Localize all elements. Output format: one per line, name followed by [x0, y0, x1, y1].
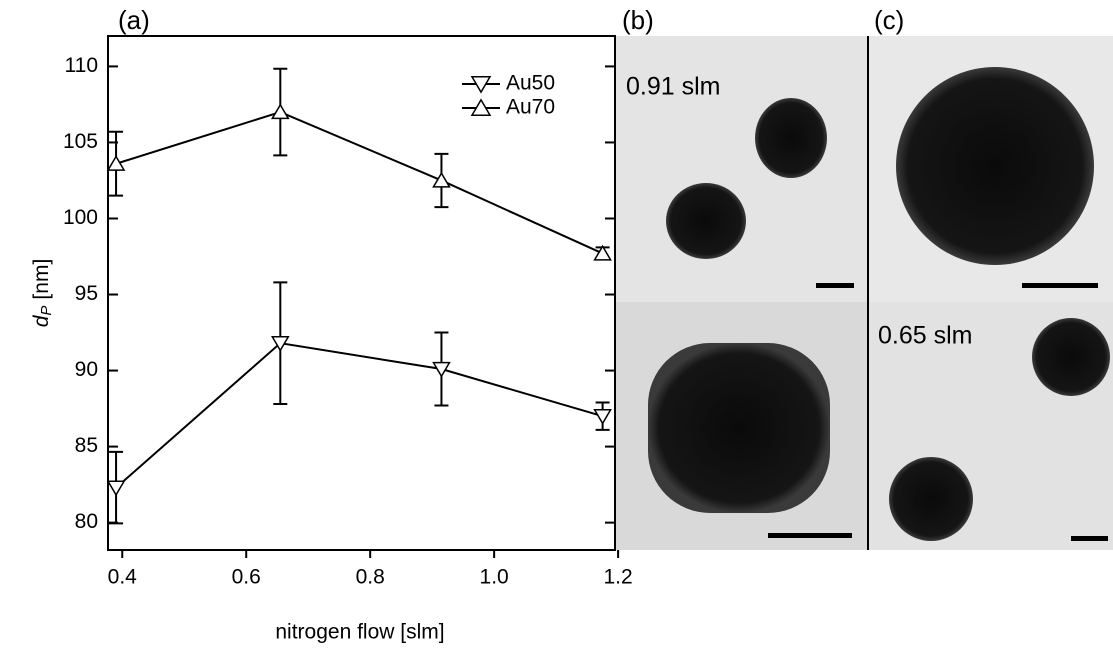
- x-tick-label: 1.0: [480, 566, 509, 589]
- scale-bar: [768, 533, 852, 538]
- legend-marker: [470, 76, 492, 94]
- series-line: [115, 110, 604, 255]
- y-tick-label: 100: [63, 206, 98, 229]
- y-tick-label: 105: [63, 130, 98, 153]
- y-tick-label: 80: [75, 510, 98, 533]
- y-label-symbol: d: [30, 314, 53, 327]
- particle: [666, 183, 746, 259]
- x-tick-label: 1.2: [603, 566, 632, 589]
- particle: [1032, 318, 1110, 396]
- scale-bar: [1022, 283, 1098, 288]
- legend-label: Au70: [506, 96, 555, 119]
- marker: [593, 244, 612, 261]
- particle: [755, 98, 827, 178]
- plot-frame: [107, 35, 616, 551]
- micrographs: 0.91 slm 0.65 slm: [615, 36, 1113, 550]
- particle: [648, 343, 830, 513]
- panel-label: (a): [118, 5, 150, 35]
- y-tick-label: 85: [75, 434, 98, 457]
- panel-label: (c): [874, 5, 904, 35]
- x-axis-label: nitrogen flow [slm]: [275, 621, 444, 644]
- y-axis-label: dP [nm]: [30, 259, 55, 328]
- y-tick-label: 95: [75, 282, 98, 305]
- marker: [270, 103, 290, 120]
- y-label-unit: [nm]: [30, 259, 53, 300]
- marker: [106, 155, 126, 171]
- y-label-subscript: P: [38, 306, 55, 316]
- image-label: 0.65 slm: [878, 322, 972, 350]
- marker: [593, 409, 612, 425]
- x-tick-label: 0.4: [108, 566, 138, 589]
- scale-bar: [816, 283, 854, 288]
- panel-label: (b): [622, 5, 654, 35]
- marker: [432, 361, 451, 378]
- particle: [889, 457, 973, 541]
- x-tick-label: 0.8: [356, 566, 385, 589]
- scale-bar: [1071, 536, 1108, 541]
- marker: [270, 336, 290, 352]
- image-b-top: [615, 36, 868, 302]
- image-label: 0.91 slm: [626, 73, 720, 101]
- series-line: [115, 342, 603, 489]
- y-tick-label: 110: [65, 54, 98, 77]
- y-tick-label: 90: [75, 358, 98, 381]
- legend-marker: [470, 98, 492, 116]
- marker: [106, 480, 126, 497]
- particle: [896, 67, 1094, 265]
- marker: [432, 171, 451, 188]
- legend-label: Au50: [506, 72, 555, 95]
- x-tick-label: 0.6: [232, 566, 261, 589]
